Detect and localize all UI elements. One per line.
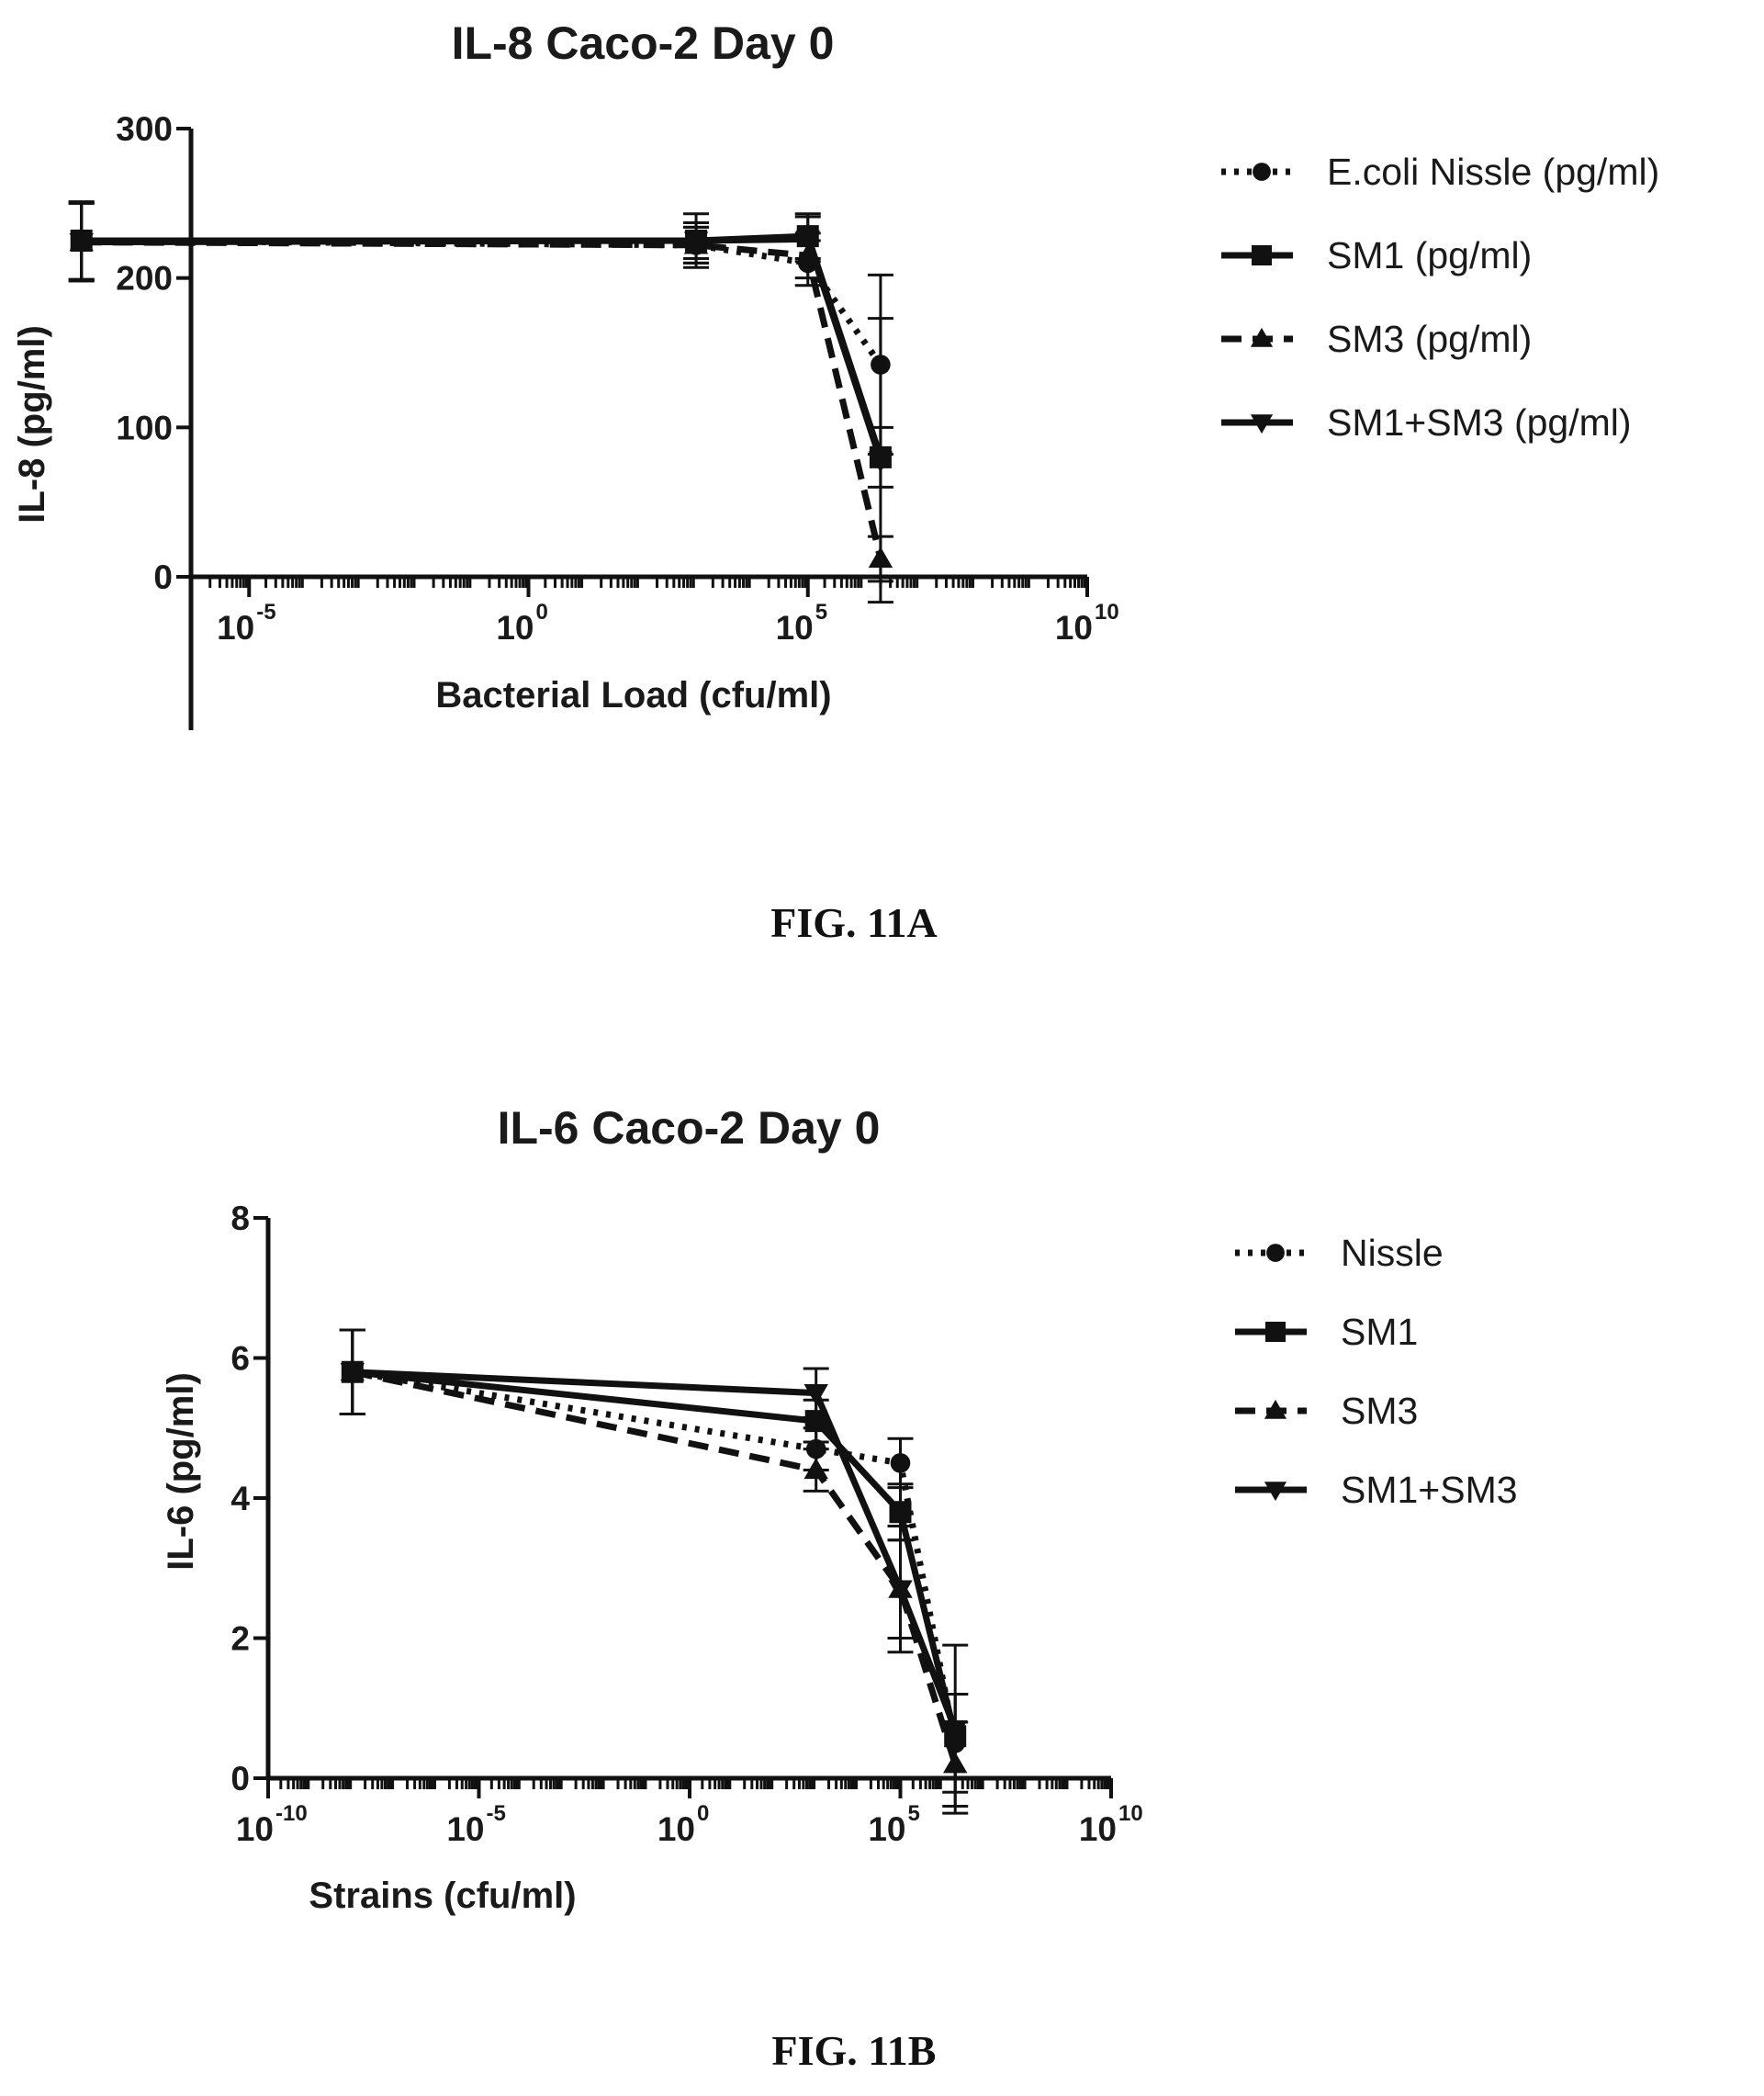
- x-tick-exponent: -5: [487, 1801, 506, 1826]
- x-tick-exponent: 5: [908, 1801, 920, 1826]
- data-point: [868, 451, 893, 473]
- figure-caption: FIG. 11B: [772, 2027, 937, 2074]
- y-tick-label: 2: [230, 1620, 250, 1658]
- chart-title: IL-6 Caco-2 Day 0: [498, 1102, 881, 1154]
- legend-item: Nissle: [1235, 1232, 1444, 1274]
- series-line: [352, 1369, 959, 1738]
- y-tick-label: 300: [116, 110, 173, 148]
- legend-item: SM1: [1235, 1311, 1418, 1353]
- y-tick-label: 4: [230, 1480, 250, 1517]
- series-line: [81, 235, 884, 462]
- y-tick-label: 6: [230, 1340, 250, 1378]
- data-point: [1250, 327, 1274, 347]
- data-point: [795, 230, 820, 252]
- series-line: [352, 1369, 959, 1730]
- y-tick-label: 100: [116, 409, 173, 446]
- figure-11a: IL-8 Caco-2 Day 0 IL-8 (pg/ml) Bacterial…: [0, 0, 1764, 1038]
- data-point: [890, 1453, 911, 1473]
- legend-label: Nissle: [1341, 1232, 1444, 1274]
- legend-label: SM1+SM3 (pg/ml): [1327, 401, 1632, 444]
- x-tick-exponent: -10: [275, 1801, 308, 1826]
- il8-chart: IL-8 Caco-2 Day 0 IL-8 (pg/ml) Bacterial…: [12, 17, 1659, 946]
- figure-11b: IL-6 Caco-2 Day 0 IL-6 (pg/ml) Strains (…: [0, 1038, 1764, 2096]
- legend-label: E.coli Nissle (pg/ml): [1327, 151, 1659, 193]
- legend-label: SM1 (pg/ml): [1327, 234, 1532, 276]
- legend: E.coli Nissle (pg/ml) SM1 (pg/ml) SM3 (pg/…: [1221, 151, 1659, 444]
- data-point: [1264, 1399, 1287, 1419]
- series-line: [81, 237, 883, 367]
- data-point: [340, 1363, 365, 1384]
- legend-label: SM1: [1341, 1311, 1418, 1353]
- x-tick-exponent: -5: [256, 600, 275, 625]
- figure-caption: FIG. 11A: [770, 899, 937, 946]
- series-line: [352, 1369, 959, 1744]
- data-point: [1266, 1244, 1285, 1262]
- y-tick-label: 0: [230, 1760, 250, 1797]
- series-4: [339, 1328, 969, 1815]
- x-tick-label: 10: [496, 609, 534, 647]
- x-tick-exponent: 5: [815, 600, 827, 625]
- data-point: [1252, 245, 1272, 265]
- x-tick-label: 10: [236, 1810, 274, 1848]
- data-point: [943, 1720, 968, 1741]
- legend-item: SM3: [1235, 1390, 1418, 1432]
- legend-item: SM3 (pg/ml): [1221, 318, 1532, 360]
- data-point: [1264, 1482, 1287, 1502]
- x-tick-exponent: 0: [536, 600, 548, 625]
- y-tick-label: 0: [153, 558, 173, 596]
- x-axis-label: Bacterial Load (cfu/ml): [435, 675, 831, 716]
- legend-label: SM1+SM3: [1341, 1469, 1518, 1511]
- series-4: [68, 201, 893, 604]
- data-point: [888, 1580, 913, 1602]
- data-point: [803, 1384, 828, 1405]
- legend-item: SM1 (pg/ml): [1221, 234, 1532, 276]
- series-line: [81, 232, 884, 458]
- legend-label: SM3: [1341, 1390, 1418, 1432]
- data-point: [1253, 163, 1271, 181]
- x-tick-exponent: 10: [1095, 600, 1119, 625]
- legend: Nissle SM1 SM3 SM1+SM3: [1235, 1232, 1518, 1511]
- y-axis-label: IL-8 (pg/ml): [12, 325, 52, 524]
- data-point: [683, 231, 709, 254]
- x-axis-label: Strains (cfu/ml): [309, 1876, 576, 1916]
- y-axis-label: IL-6 (pg/ml): [161, 1372, 201, 1571]
- legend-item: SM1+SM3: [1235, 1469, 1518, 1511]
- y-tick-label: 200: [116, 260, 173, 298]
- x-tick-label: 10: [1055, 609, 1093, 647]
- legend-item: E.coli Nissle (pg/ml): [1221, 151, 1659, 193]
- data-point: [803, 1458, 828, 1480]
- series-line: [81, 239, 884, 560]
- x-tick-label: 10: [657, 1810, 695, 1848]
- data-point: [69, 233, 94, 254]
- x-tick-label: 10: [446, 1810, 484, 1848]
- x-tick-label: 10: [1079, 1810, 1117, 1848]
- series-line: [352, 1369, 959, 1765]
- il6-chart: IL-6 Caco-2 Day 0 IL-6 (pg/ml) Strains (…: [161, 1102, 1518, 2074]
- legend-label: SM3 (pg/ml): [1327, 318, 1532, 360]
- x-tick-label: 10: [776, 609, 814, 647]
- series-1: [339, 1328, 969, 1794]
- data-point: [1250, 414, 1274, 434]
- chart-title: IL-8 Caco-2 Day 0: [452, 17, 835, 69]
- data-point: [1265, 1322, 1286, 1342]
- x-tick-label: 10: [217, 609, 254, 647]
- x-tick-exponent: 10: [1118, 1801, 1143, 1826]
- x-tick-exponent: 0: [697, 1801, 709, 1826]
- data-point: [889, 1501, 912, 1524]
- x-tick-label: 10: [868, 1810, 905, 1848]
- y-tick-label: 8: [230, 1200, 250, 1237]
- legend-item: SM1+SM3 (pg/ml): [1221, 401, 1632, 444]
